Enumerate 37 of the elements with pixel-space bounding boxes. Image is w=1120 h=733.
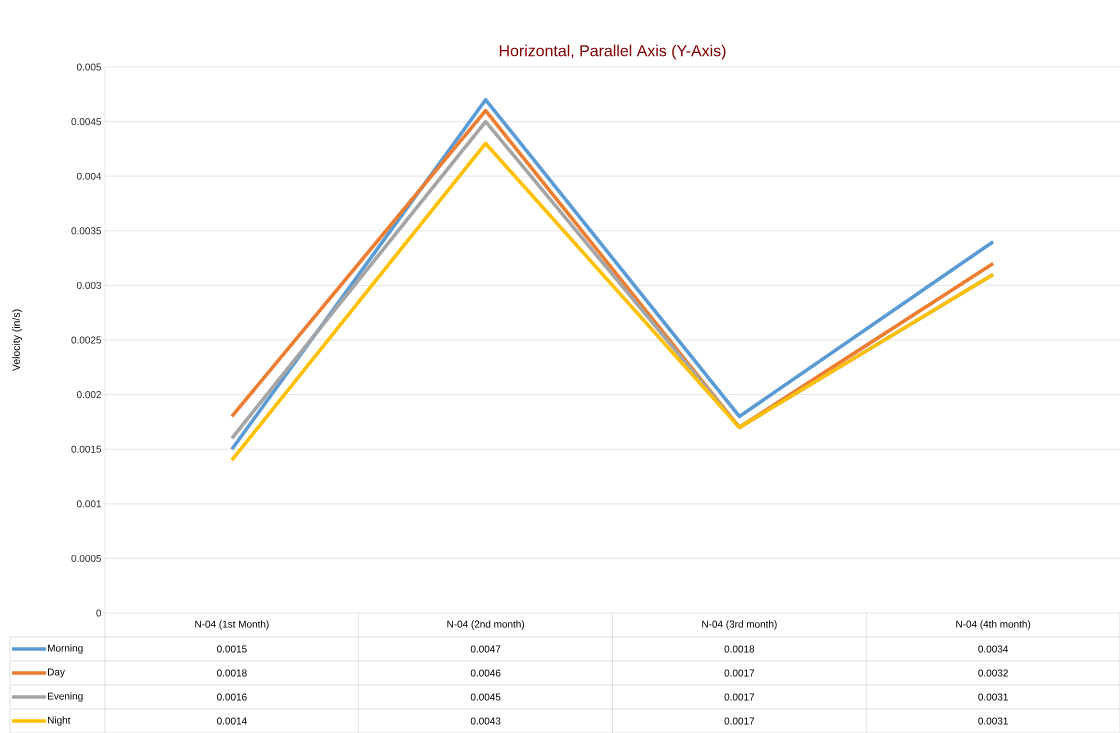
data-label: 0.0034 (978, 645, 1009, 653)
x-tick-label: N-04 (3rd month) (702, 620, 777, 630)
y-axis-title: Velocity (in/s) (12, 309, 22, 372)
x-tick-label: N-04 (1st Month) (195, 620, 269, 630)
data-label: 0.0018 (724, 645, 755, 653)
y-tick-label: 0.0015 (71, 445, 102, 453)
y-tick-label: 0.001 (76, 500, 102, 508)
y-tick-label: 0 (96, 609, 102, 617)
y-tick-label: 0.003 (76, 281, 102, 289)
data-label: 0.0017 (724, 693, 755, 701)
y-tick-label: 0.002 (76, 391, 101, 399)
x-tick-label: N-04 (2nd month) (447, 620, 525, 630)
y-tick-label: 0.0035 (71, 227, 102, 235)
data-label: 0.0031 (978, 717, 1008, 725)
chart-title: Horizontal, Parallel Axis (Y-Axis) (499, 44, 726, 60)
data-label: 0.0018 (217, 669, 247, 677)
data-label: 0.0031 (978, 693, 1008, 701)
legend-label: Day (48, 668, 65, 678)
y-tick-label: 0.005 (76, 63, 102, 71)
data-label: 0.0046 (470, 669, 501, 677)
data-label: 0.0017 (724, 669, 755, 677)
data-label: 0.0045 (470, 693, 501, 701)
legend-label: Night (48, 716, 71, 726)
data-label: 0.0043 (470, 717, 501, 725)
y-tick-label: 0.0045 (71, 118, 102, 126)
data-label: 0.0032 (978, 669, 1008, 677)
y-tick-label: 0.0025 (71, 336, 102, 344)
legend-label: Morning (48, 644, 83, 654)
x-tick-label: N-04 (4th month) (956, 620, 1031, 630)
y-tick-label: 0.0005 (71, 554, 102, 562)
data-label: 0.0015 (217, 645, 247, 653)
data-label: 0.0014 (217, 717, 247, 725)
data-label: 0.0047 (470, 645, 501, 653)
legend-label: Evening (48, 692, 83, 702)
data-label: 0.0016 (217, 693, 247, 701)
data-label: 0.0017 (724, 717, 755, 725)
y-tick-label: 0.004 (76, 172, 102, 180)
